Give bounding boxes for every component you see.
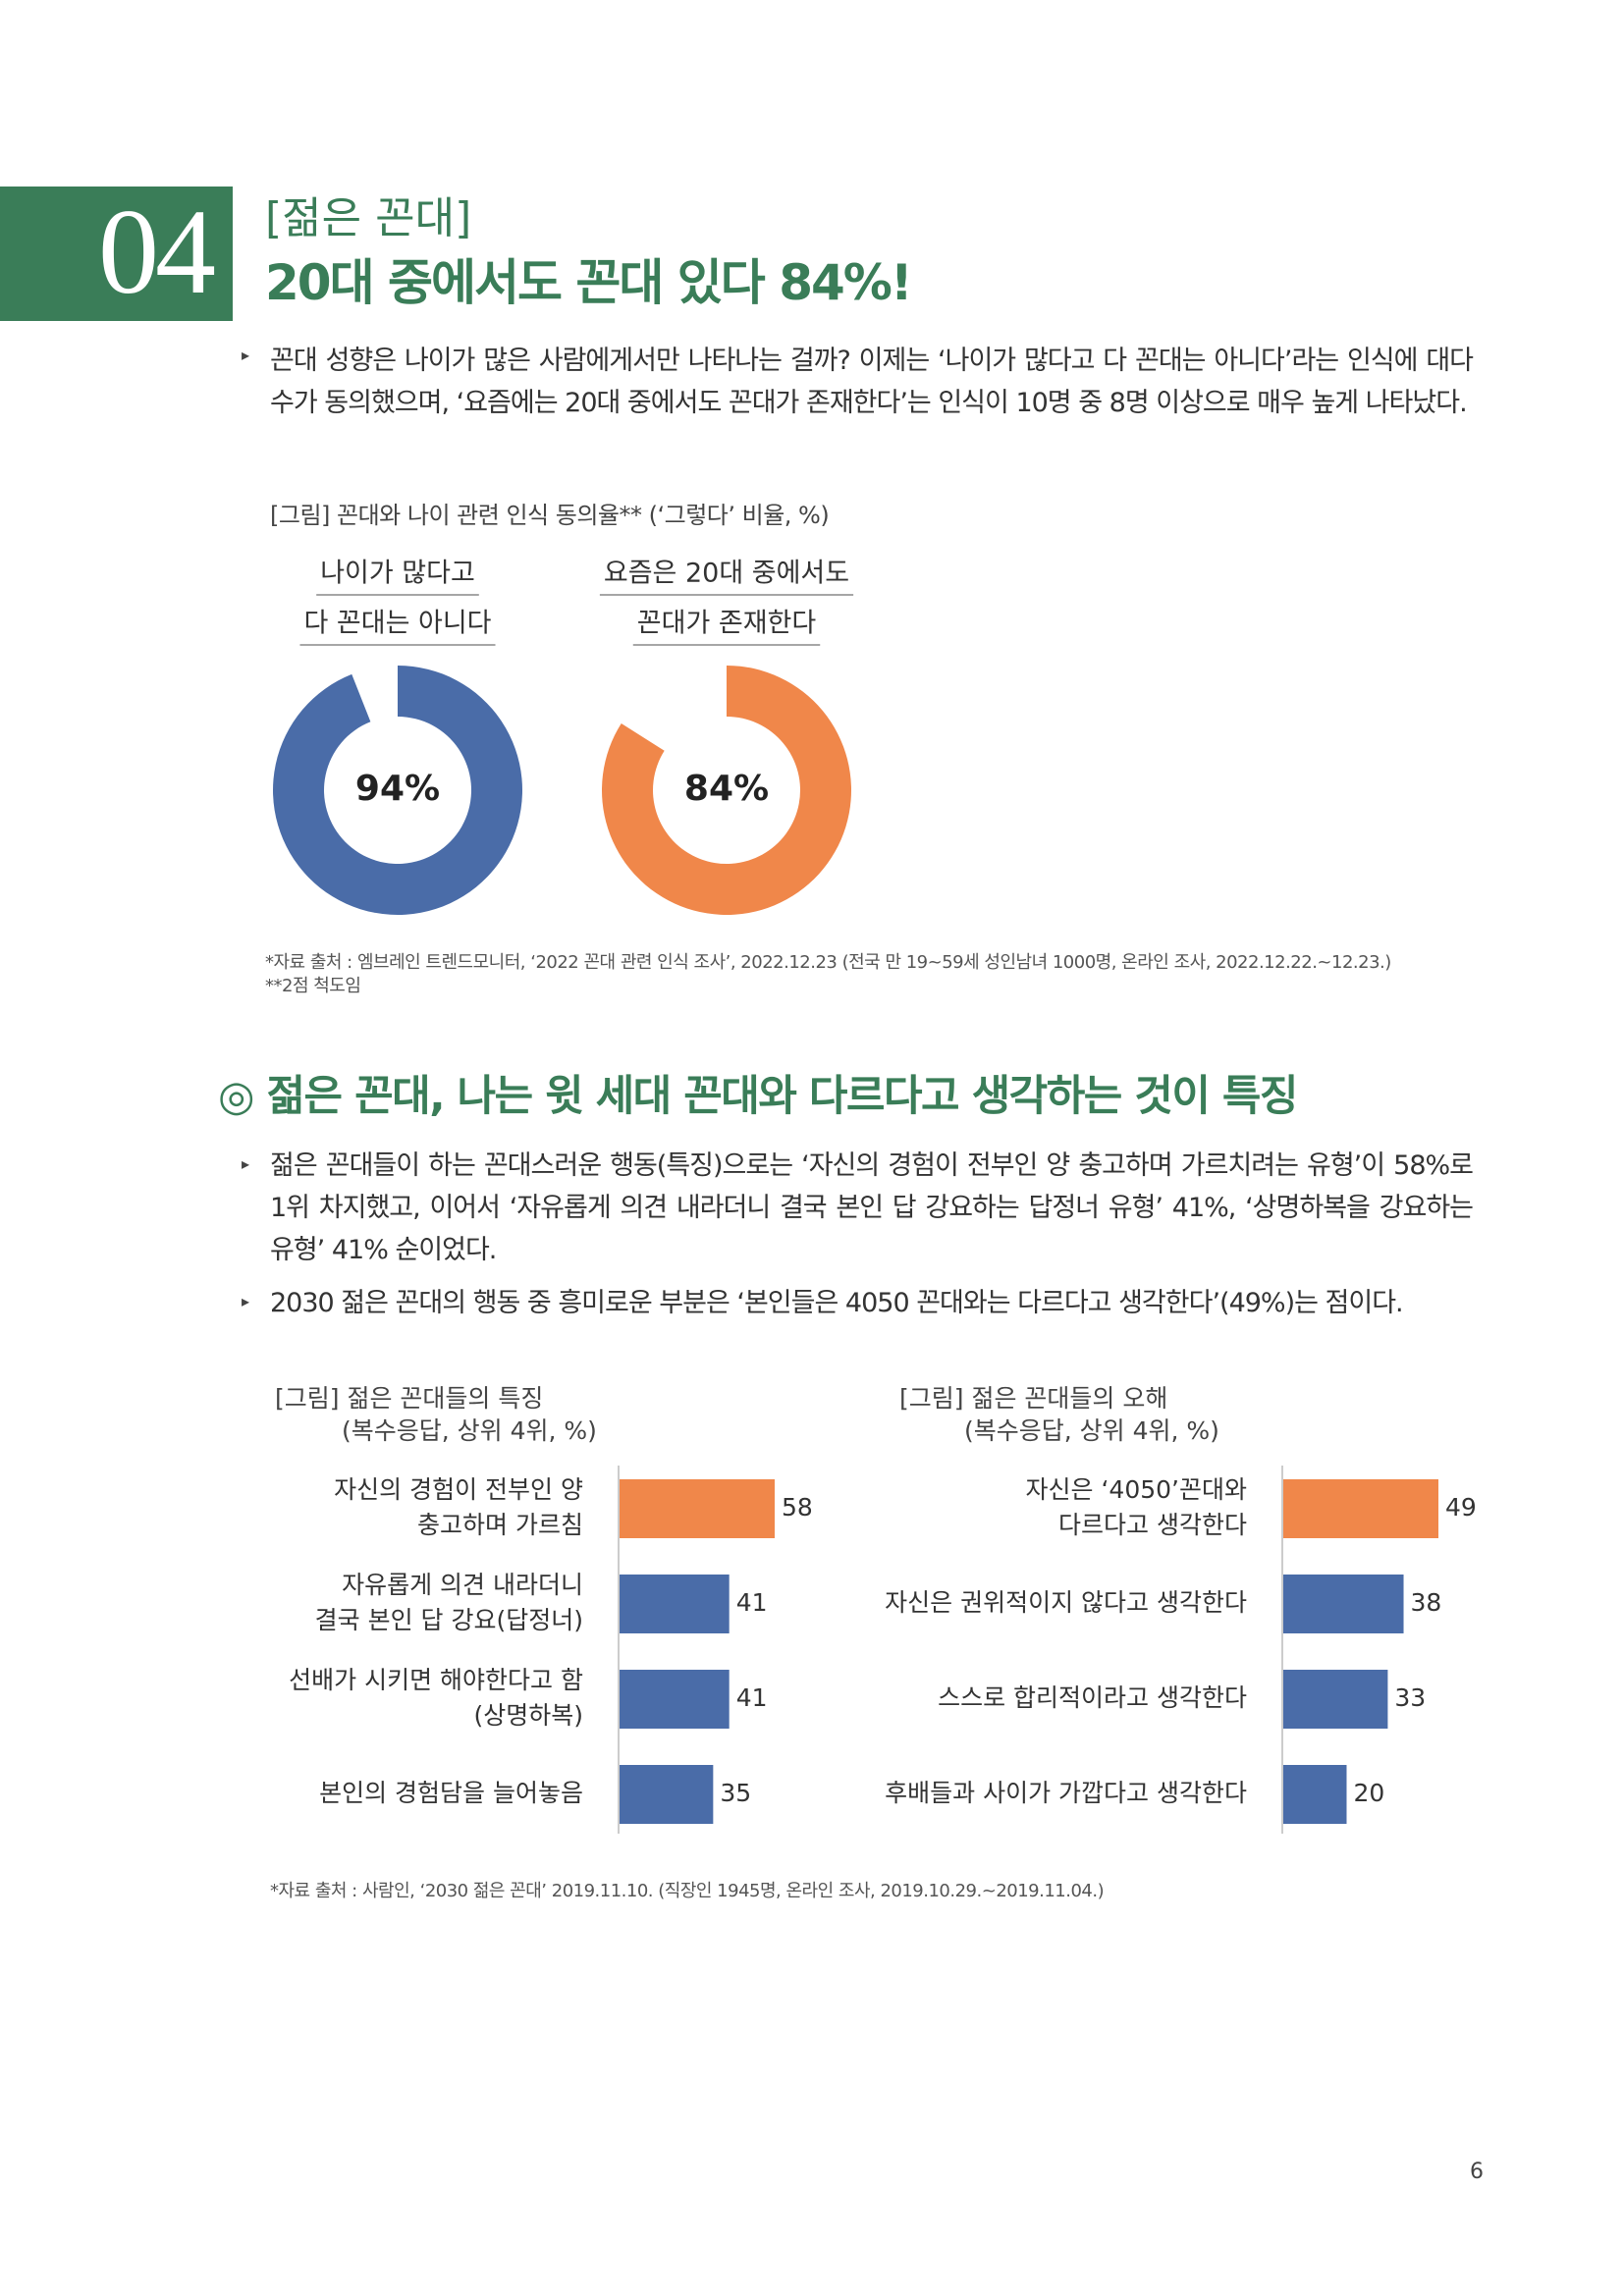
category-label: 본인의 경험담을 늘어놓음	[319, 1779, 583, 1807]
bullet: ▸	[242, 1292, 250, 1310]
bullet: ▸	[242, 346, 250, 364]
number-block	[0, 187, 233, 321]
data-label: 35	[720, 1779, 751, 1807]
note: **2점 척도임	[265, 976, 361, 996]
category-label: (상명하복)	[473, 1701, 583, 1730]
bar	[620, 1575, 730, 1633]
bullet-text: 2030 젊은 꼰대의 행동 중 흥미로운 부분은 ‘본인들은 4050 꼰대와…	[270, 1288, 1404, 1318]
data-label: 20	[1353, 1779, 1384, 1807]
chart-subtitle: (복수응답, 상위 4위, %)	[342, 1416, 597, 1445]
bullet: ▸	[242, 1154, 250, 1173]
bar	[1283, 1765, 1347, 1824]
donut-segment	[273, 665, 523, 915]
bar	[620, 1479, 775, 1538]
data-label: 84%	[684, 769, 769, 809]
intro-text: 꼰대 성향은 나이가 많은 사람에게서만 나타나는 걸까? 이제는 ‘나이가 많…	[270, 346, 1474, 418]
bar	[1283, 1575, 1404, 1633]
category-label: 결국 본인 답 강요(답정너)	[315, 1606, 583, 1634]
donut-segment	[601, 666, 851, 915]
category-label: 스스로 합리적이라고 생각한다	[938, 1683, 1247, 1712]
category-label: 자신은 ‘4050’꼰대와	[1026, 1475, 1247, 1504]
category-label: 선배가 시키면 해야한다고 함	[289, 1666, 583, 1694]
section-number: 04	[98, 185, 216, 319]
category-label: 충고하며 가르침	[417, 1511, 583, 1539]
figure-caption: [그림] 꼰대와 나이 관련 인식 동의율** (‘그렇다’ 비율, %)	[270, 502, 830, 529]
category-label: 자신은 권위적이지 않다고 생각한다	[885, 1588, 1247, 1617]
bar	[620, 1670, 730, 1729]
source: *자료 출처 : 엠브레인 트렌드모니터, ‘2022 꼰대 관련 인식 조사’…	[265, 952, 1391, 973]
section-heading: ◎ 젊은 꼰대, 나는 윗 세대 꼰대와 다르다고 생각하는 것이 특징	[218, 1072, 1299, 1121]
category-label: 자유롭게 의견 내라더니	[342, 1571, 583, 1599]
bar	[1283, 1670, 1388, 1729]
chart-title: [그림] 젊은 꼰대들의 특징	[275, 1384, 543, 1413]
data-label: 38	[1411, 1588, 1442, 1617]
chart-title: 요즘은 20대 중에서도	[604, 559, 849, 589]
category-label: 다르다고 생각한다	[1058, 1511, 1247, 1539]
header-title: 20대 중에서도 꼰대 있다 84%!	[265, 254, 913, 311]
data-label: 94%	[355, 769, 440, 809]
chart-title: 꼰대가 존재한다	[637, 609, 817, 639]
chart-title: [그림] 젊은 꼰대들의 오해	[899, 1384, 1167, 1413]
category-label: 후배들과 사이가 가깝다고 생각한다	[885, 1779, 1247, 1807]
header-tag: [젊은 꼰대]	[265, 193, 472, 243]
data-label: 33	[1394, 1683, 1426, 1712]
bar	[1283, 1479, 1438, 1538]
bar	[620, 1765, 714, 1824]
data-label: 41	[736, 1588, 768, 1617]
bullet-text: 젊은 꼰대들이 하는 꼰대스러운 행동(특징)으로는 ‘자신의 경험이 전부인 …	[270, 1150, 1474, 1265]
chart-subtitle: (복수응답, 상위 4위, %)	[964, 1416, 1219, 1445]
data-label: 41	[736, 1683, 768, 1712]
category-label: 자신의 경험이 전부인 양	[334, 1475, 583, 1504]
data-label: 49	[1445, 1493, 1477, 1522]
data-label: 58	[782, 1493, 813, 1522]
source: *자료 출처 : 사람인, ‘2030 젊은 꼰대’ 2019.11.10. (…	[270, 1881, 1105, 1901]
chart-title: 다 꼰대는 아니다	[303, 609, 491, 639]
page-number: 6	[1470, 2160, 1484, 2184]
chart-title: 나이가 많다고	[320, 559, 475, 589]
